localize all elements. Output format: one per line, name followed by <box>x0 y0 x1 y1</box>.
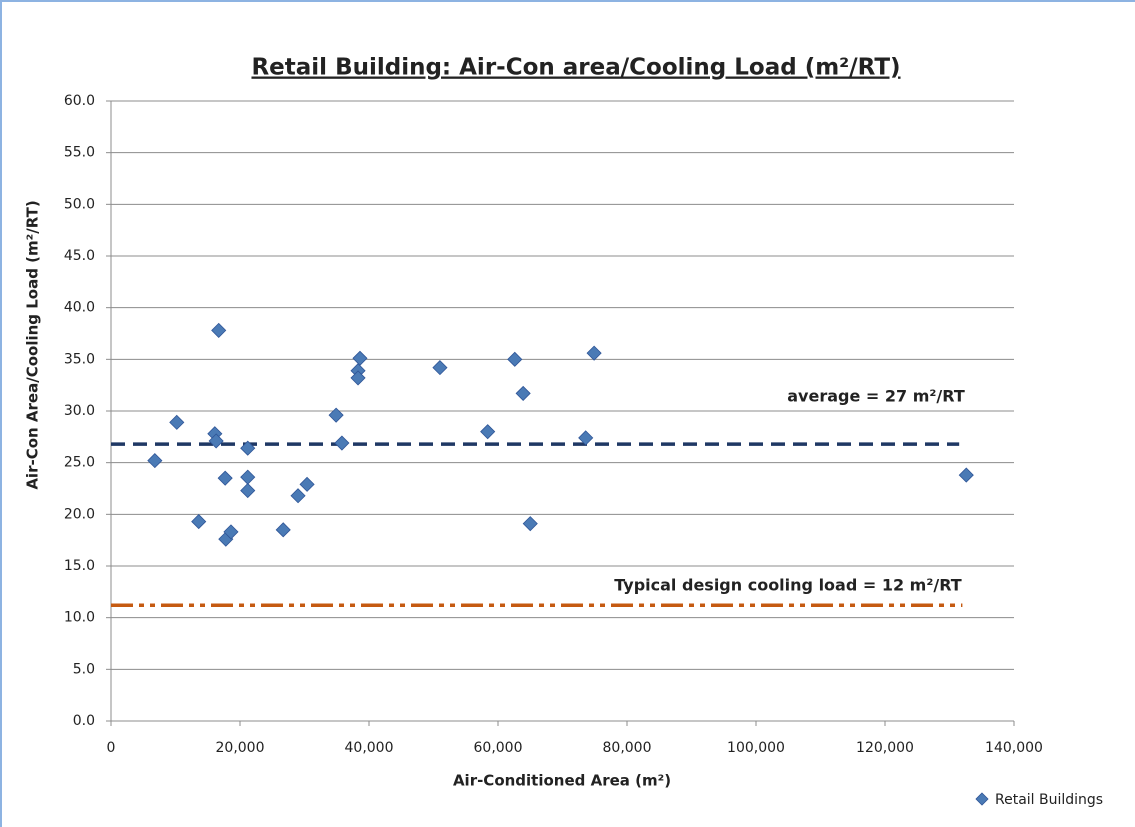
point <box>480 424 496 440</box>
point <box>275 522 291 538</box>
point <box>958 467 974 483</box>
point <box>240 440 256 456</box>
point <box>169 414 185 430</box>
point <box>240 469 256 485</box>
point <box>147 453 163 469</box>
point <box>432 360 448 376</box>
y-tick-label: 50.0 <box>64 196 95 212</box>
y-tick-label: 20.0 <box>64 506 95 522</box>
point <box>522 516 538 532</box>
point <box>586 345 602 361</box>
y-tick-label: 60.0 <box>64 93 95 109</box>
point <box>352 350 368 366</box>
point <box>240 483 256 499</box>
y-tick-label: 45.0 <box>64 248 95 264</box>
y-tick-label: 5.0 <box>73 661 95 677</box>
y-tick-label: 0.0 <box>73 713 95 729</box>
x-tick-label: 40,000 <box>345 740 394 756</box>
y-tick-label: 25.0 <box>64 455 95 471</box>
point <box>578 430 594 446</box>
y-tick-label: 55.0 <box>64 145 95 161</box>
point <box>515 385 531 401</box>
x-tick-label: 60,000 <box>474 740 523 756</box>
x-tick-label: 20,000 <box>216 740 265 756</box>
y-tick-label: 10.0 <box>64 610 95 626</box>
point <box>211 322 227 338</box>
point <box>507 351 523 367</box>
legend-marker <box>975 792 989 806</box>
y-tick-label: 15.0 <box>64 558 95 574</box>
annotation: average = 27 m²/RT <box>787 387 965 406</box>
y-tick-label: 40.0 <box>64 300 95 316</box>
x-axis-title: Air-Conditioned Area (m²) <box>453 772 671 790</box>
x-tick-label: 80,000 <box>603 740 652 756</box>
x-tick-label: 100,000 <box>727 740 785 756</box>
x-tick-label: 0 <box>107 740 116 756</box>
point <box>223 524 239 540</box>
x-tick-label: 140,000 <box>985 740 1043 756</box>
point <box>191 514 207 530</box>
chart-title: Retail Building: Air-Con area/Cooling Lo… <box>251 55 900 81</box>
y-axis-title: Air-Con Area/Cooling Load (m²/RT) <box>24 200 42 489</box>
point <box>328 407 344 423</box>
x-tick-label: 120,000 <box>856 740 914 756</box>
annotation: Typical design cooling load = 12 m²/RT <box>614 576 962 595</box>
point <box>290 488 306 504</box>
legend-label: Retail Buildings <box>995 792 1103 808</box>
point <box>299 476 315 492</box>
y-tick-label: 30.0 <box>64 403 95 419</box>
point <box>334 435 350 451</box>
y-tick-label: 35.0 <box>64 351 95 367</box>
point <box>208 433 224 449</box>
point <box>350 370 366 386</box>
point <box>217 470 233 486</box>
